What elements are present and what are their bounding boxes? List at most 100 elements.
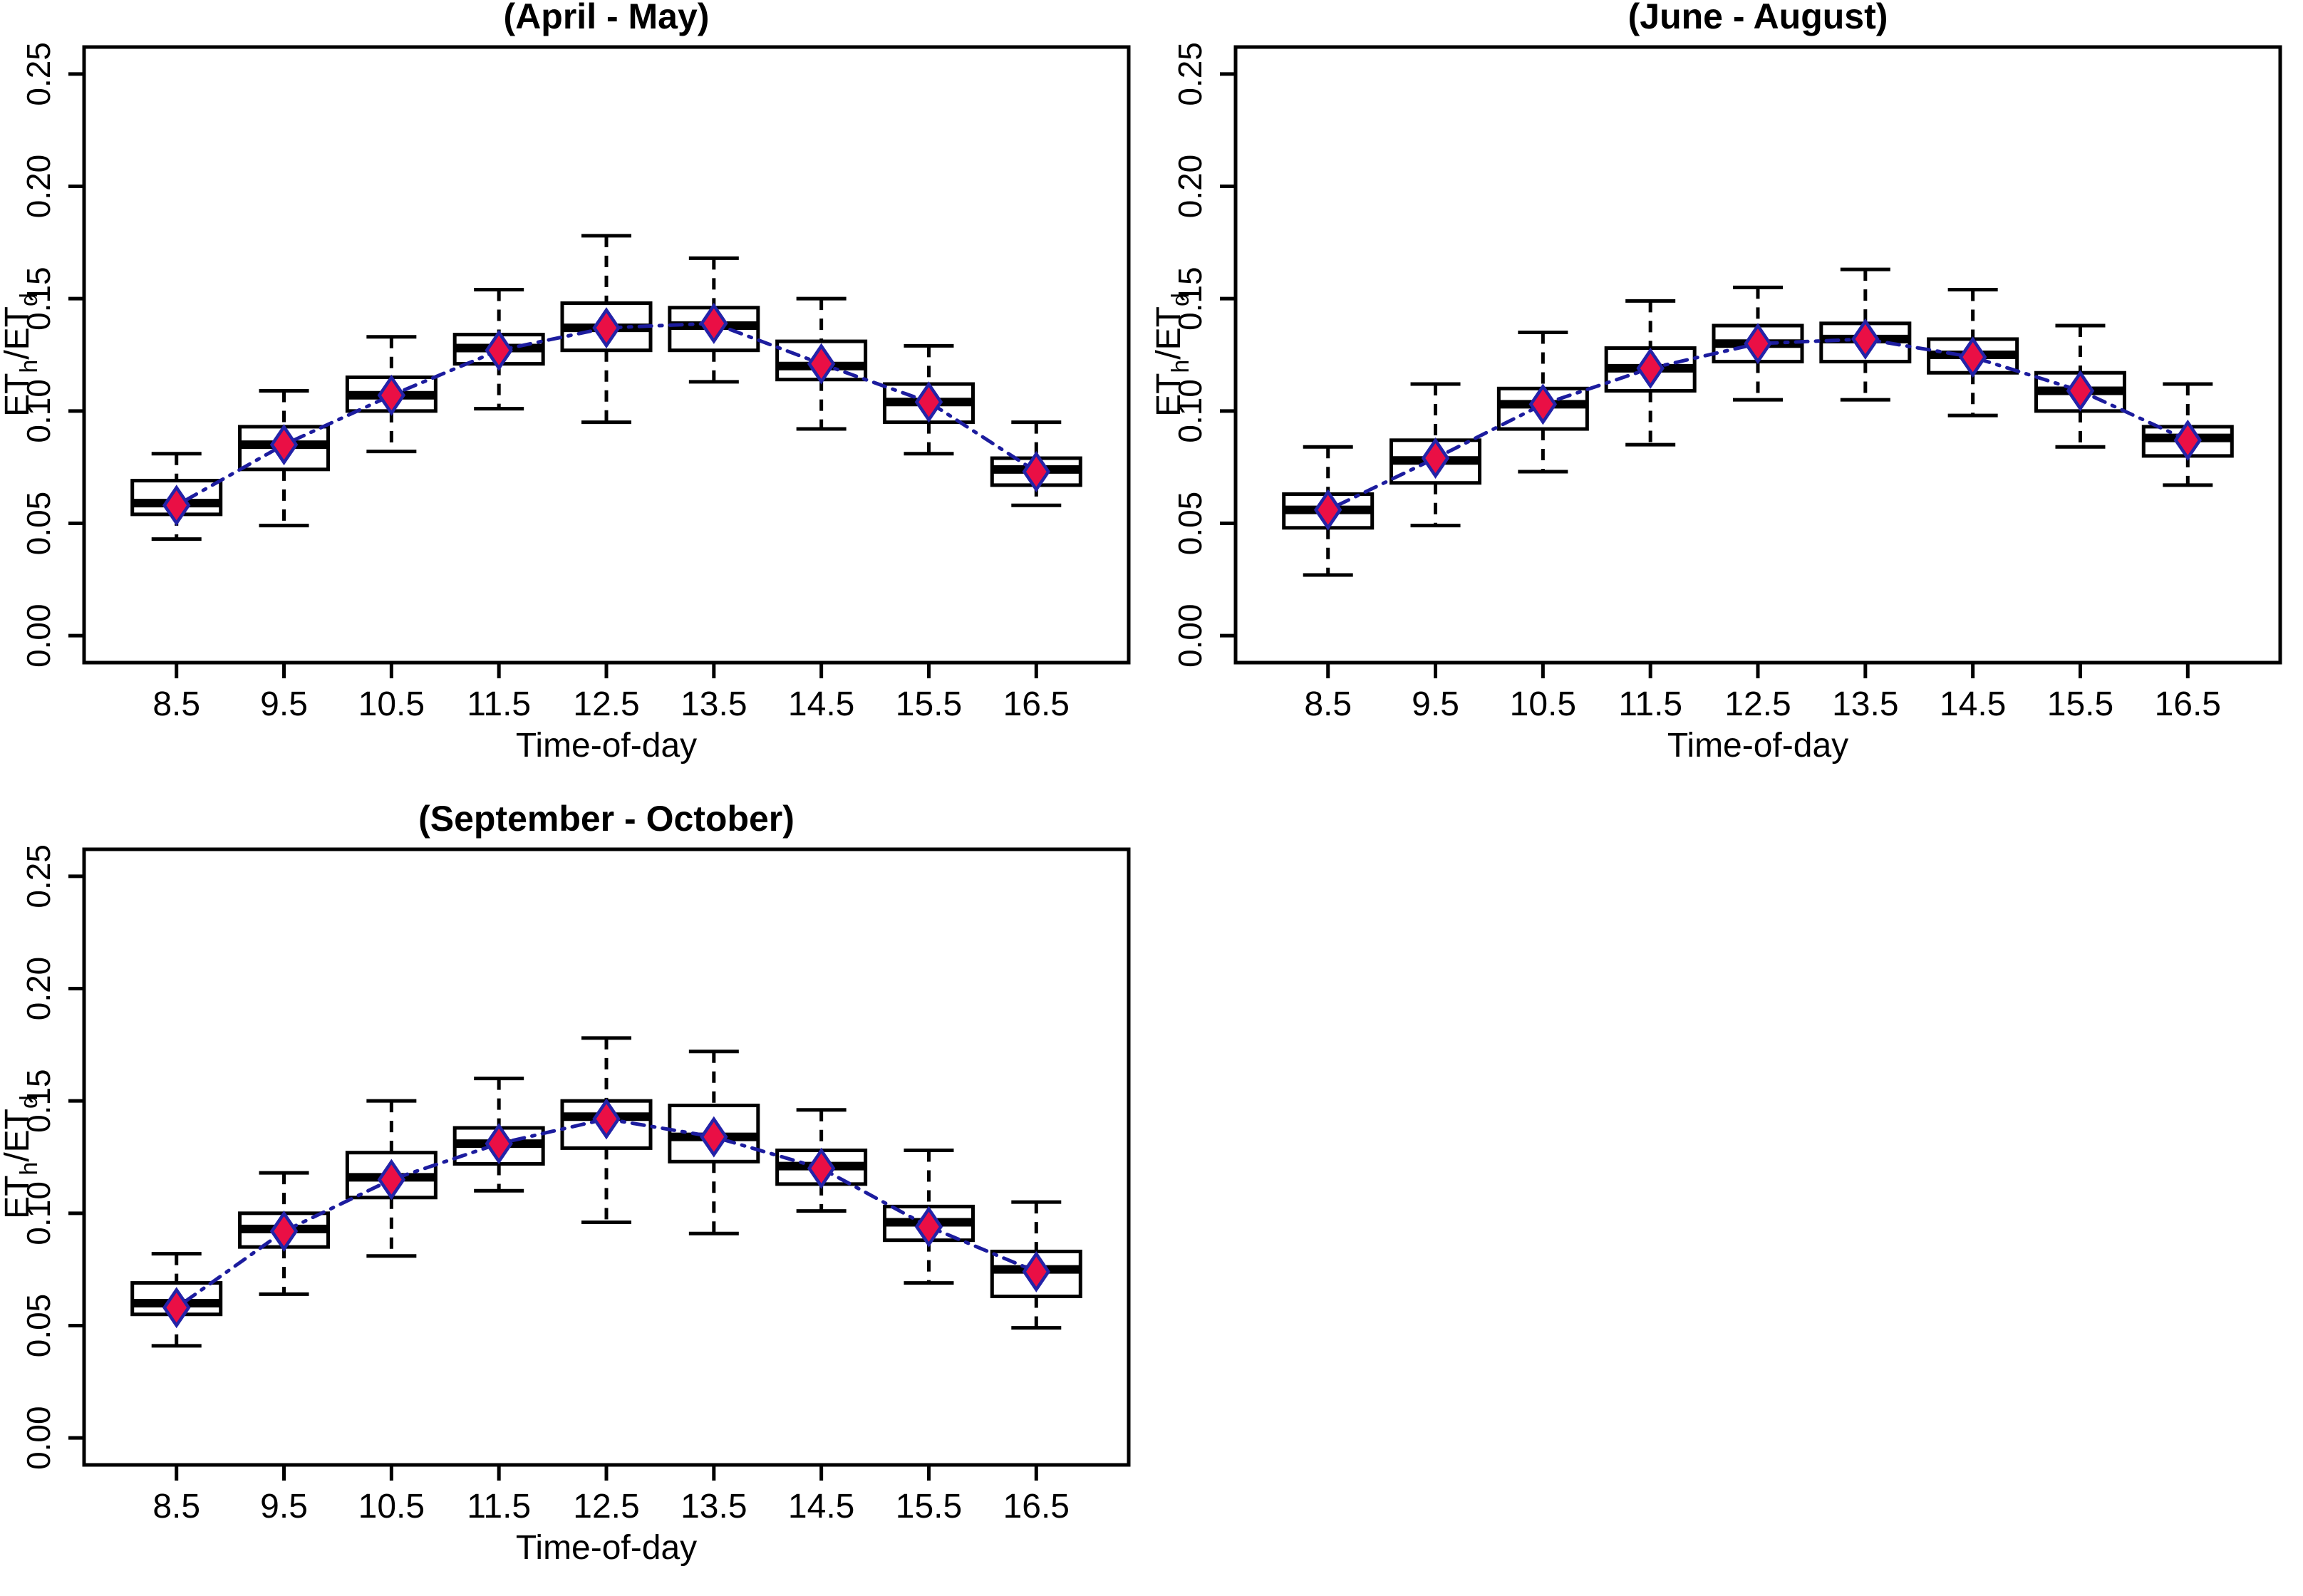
mean-diamond-marker	[1528, 383, 1558, 425]
mean-diamond-marker	[377, 1159, 406, 1201]
mean-diamond-marker	[269, 424, 299, 466]
chart-title: (June - August)	[1628, 0, 1888, 36]
y-axis-tick-label: 0.05	[1171, 492, 1209, 556]
x-axis-tick-label: 9.5	[260, 1488, 308, 1525]
y-axis-tick-label: 0.25	[20, 844, 57, 908]
mean-diamond-marker	[807, 1147, 836, 1189]
mean-diamond-marker	[592, 1098, 621, 1140]
y-axis-tick-label: 0.00	[20, 1406, 57, 1470]
mean-diamond-marker	[162, 484, 191, 527]
x-axis-tick-label: 10.5	[358, 685, 425, 723]
x-axis-tick-label: 15.5	[2047, 685, 2113, 723]
y-axis-title-subscript: d	[1167, 293, 1194, 306]
x-axis-tick-label: 16.5	[2155, 685, 2221, 723]
y-axis-tick-label: 0.10	[20, 1181, 57, 1245]
y-axis-tick-label: 0.15	[20, 266, 57, 331]
chart-title: (April - May)	[504, 0, 710, 36]
mean-diamond-marker	[1421, 437, 1450, 480]
x-axis-title: Time-of-day	[516, 1529, 697, 1567]
x-axis-tick-label: 11.5	[467, 685, 531, 723]
boxplot-chart: (September - October) 0.00 0.05 0.10 0.15 0.2…	[0, 802, 1131, 1567]
x-axis-tick-label: 12.5	[1724, 685, 1791, 723]
mean-diamond-marker	[700, 1116, 728, 1158]
y-axis-title-part: /ET	[0, 306, 36, 360]
y-axis-title-subscript: h	[16, 1162, 43, 1176]
y-axis-tick-label: 0.05	[20, 1294, 57, 1358]
y-axis-title: ETh​/ETd​	[0, 1095, 43, 1219]
x-axis-tick-label: 14.5	[1940, 685, 2006, 723]
mean-diamond-marker	[592, 307, 621, 349]
y-axis-title-subscript: h	[16, 360, 43, 373]
mean-diamond-marker	[1851, 318, 1880, 360]
x-axis-tick-label: 8.5	[1304, 685, 1352, 723]
y-axis-tick-label: 0.15	[20, 1069, 57, 1133]
mean-diamond-marker	[485, 329, 513, 371]
boxplot-panel-september-october: (September - October) 0.00 0.05 0.10 0.15 0.2…	[0, 802, 1152, 1596]
mean-diamond-marker	[377, 374, 406, 416]
y-axis-tick-label: 0.20	[20, 155, 57, 219]
x-axis-tick-label: 15.5	[896, 1488, 962, 1525]
x-axis-tick-label: 10.5	[1510, 685, 1576, 723]
x-axis-tick-label: 9.5	[260, 685, 308, 723]
x-axis-tick-label: 13.5	[1832, 685, 1898, 723]
y-axis-tick-label: 0.25	[1171, 42, 1209, 106]
x-axis-tick-label: 15.5	[896, 685, 962, 723]
x-axis-tick-label: 14.5	[788, 685, 854, 723]
mean-diamond-marker	[1958, 336, 1987, 378]
y-axis-title-part: ET	[1152, 373, 1188, 417]
x-axis-title: Time-of-day	[516, 727, 697, 765]
x-axis-tick-label: 8.5	[152, 1488, 200, 1525]
mean-diamond-marker	[1636, 347, 1665, 389]
y-axis-title: ETh​/ETd​	[0, 293, 43, 417]
y-axis-tick-label: 0.00	[1171, 603, 1209, 668]
x-axis-tick-label: 10.5	[358, 1488, 425, 1525]
boxplot-panel-june-august: (June - August) 0.00 0.05 0.10 0.15 0.20 0.25 8…	[1152, 0, 2303, 794]
x-axis-tick-label: 13.5	[680, 685, 747, 723]
y-axis-title-subscript: d	[16, 1095, 43, 1109]
mean-diamond-marker	[914, 1206, 943, 1248]
y-axis-title-part: ET	[0, 1176, 36, 1219]
boxplot-panel-april-may: (April - May) 0.00 0.05 0.10 0.15 0.20 0.25 8.5…	[0, 0, 1152, 794]
x-axis-tick-label: 11.5	[467, 1488, 531, 1525]
y-axis-title: ETh​/ETd​	[1152, 293, 1194, 417]
y-axis-title-part: /ET	[1152, 306, 1188, 360]
y-axis-tick-label: 0.20	[20, 957, 57, 1021]
y-axis-tick-label: 0.05	[20, 492, 57, 556]
y-axis-title-part: /ET	[0, 1109, 36, 1162]
mean-diamond-marker	[1744, 323, 1772, 365]
mean-diamond-marker	[2066, 370, 2095, 412]
mean-trend-line	[175, 321, 1038, 507]
x-axis-tick-label: 14.5	[788, 1488, 854, 1525]
y-axis-title-part: ET	[0, 373, 36, 417]
mean-diamond-marker	[1022, 450, 1051, 492]
y-axis-tick-label: 0.25	[20, 42, 57, 106]
x-axis-tick-label: 13.5	[680, 1488, 747, 1525]
mean-diamond-marker	[485, 1123, 513, 1165]
x-axis-tick-label: 12.5	[573, 1488, 639, 1525]
mean-diamond-marker	[162, 1287, 191, 1329]
mean-diamond-marker	[1022, 1250, 1051, 1292]
x-axis-tick-label: 8.5	[152, 685, 200, 723]
mean-diamond-marker	[700, 302, 728, 344]
mean-diamond-marker	[1313, 489, 1342, 531]
x-axis-tick-label: 11.5	[1618, 685, 1682, 723]
mean-diamond-marker	[914, 381, 943, 423]
y-axis-tick-label: 0.15	[1171, 266, 1209, 331]
y-axis-tick-label: 0.10	[20, 379, 57, 443]
boxplot-chart: (June - August) 0.00 0.05 0.10 0.15 0.20 0.25 8…	[1152, 0, 2282, 765]
mean-diamond-marker	[2173, 419, 2203, 461]
y-axis-title-subscript: h	[1167, 360, 1194, 373]
chart-title: (September - October)	[418, 802, 795, 839]
x-axis-tick-label: 16.5	[1003, 685, 1070, 723]
boxplot-chart: (April - May) 0.00 0.05 0.10 0.15 0.20 0.25 8.5…	[0, 0, 1131, 765]
y-axis-title-subscript: d	[16, 293, 43, 306]
mean-diamond-marker	[269, 1211, 299, 1253]
y-axis-tick-label: 0.20	[1171, 155, 1209, 219]
x-axis-tick-label: 9.5	[1412, 685, 1459, 723]
x-axis-tick-label: 16.5	[1003, 1488, 1070, 1525]
mean-diamond-marker	[807, 343, 836, 385]
x-axis-tick-label: 12.5	[573, 685, 639, 723]
y-axis-tick-label: 0.00	[20, 603, 57, 668]
x-axis-title: Time-of-day	[1667, 727, 1848, 765]
